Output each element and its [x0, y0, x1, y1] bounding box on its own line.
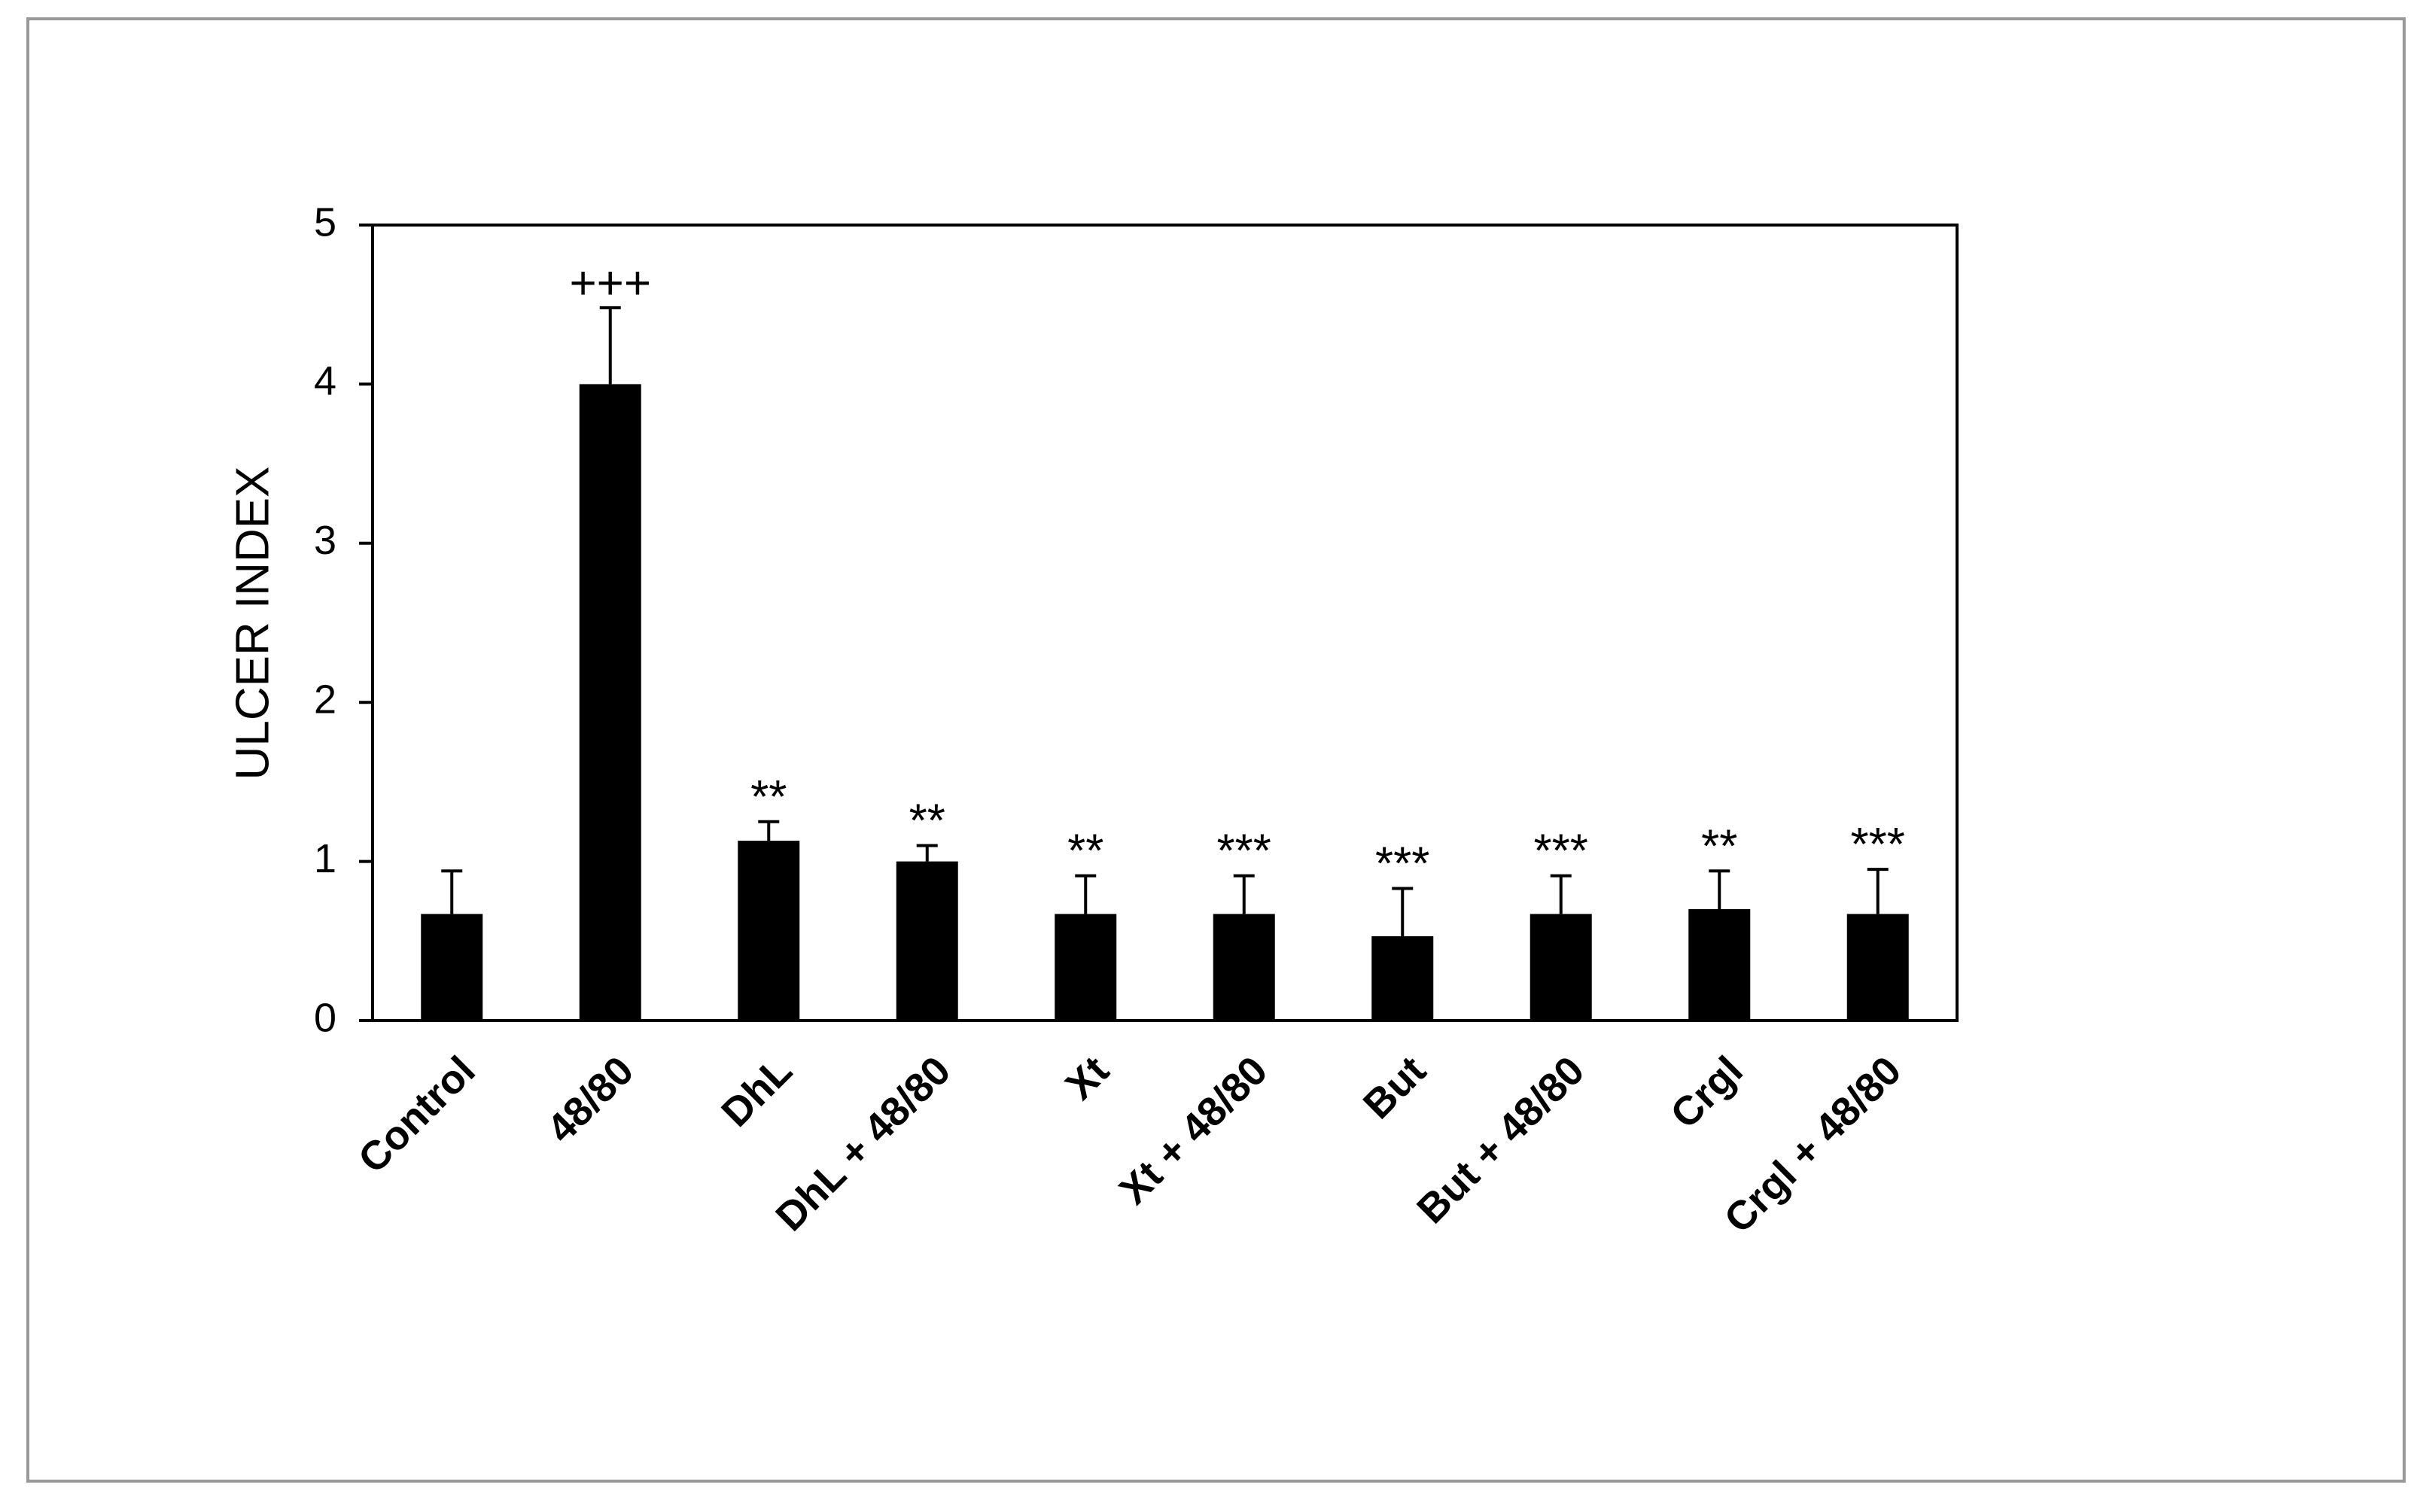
- bar: [579, 384, 641, 1021]
- frame: [26, 17, 2406, 1483]
- annotation: ***: [1217, 826, 1271, 878]
- bar: [1055, 914, 1117, 1021]
- plot-frame: [371, 224, 1959, 1022]
- bar: [1213, 914, 1275, 1021]
- bar: [896, 861, 958, 1021]
- y-tick-label: 1: [314, 836, 336, 881]
- annotation: **: [750, 771, 787, 823]
- annotation: **: [909, 795, 945, 847]
- y-tick-label: 4: [314, 359, 336, 404]
- bar: [1846, 914, 1909, 1021]
- y-tick-label: 5: [314, 199, 336, 245]
- bar: [421, 914, 483, 1021]
- bar: [1688, 909, 1751, 1021]
- y-axis-title: ULCER INDEX: [227, 467, 279, 780]
- y-tick-label: 2: [314, 677, 336, 722]
- annotation: ***: [1375, 838, 1429, 890]
- annotation: +++: [569, 257, 651, 309]
- y-tick-label: 0: [314, 995, 336, 1040]
- bar: [1530, 914, 1592, 1021]
- annotation: **: [1067, 826, 1103, 878]
- bar: [1371, 935, 1434, 1021]
- annotation: ***: [1534, 826, 1588, 878]
- annotation: ***: [1851, 819, 1905, 871]
- bar: [738, 841, 800, 1021]
- y-tick-label: 3: [314, 518, 336, 563]
- annotation: **: [1701, 820, 1737, 872]
